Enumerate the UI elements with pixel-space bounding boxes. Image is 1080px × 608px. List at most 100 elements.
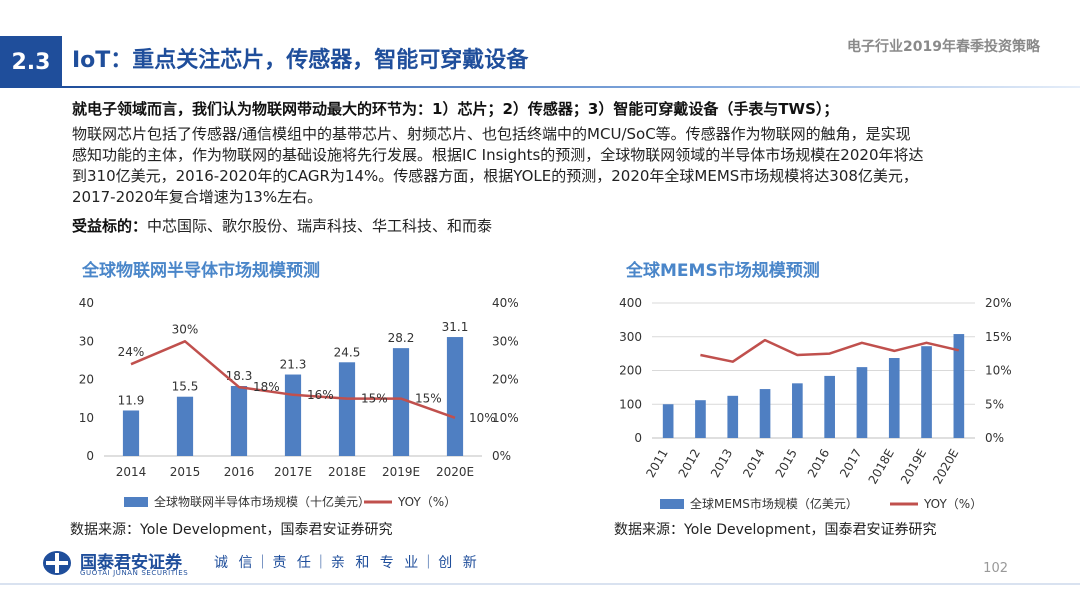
y-tick-left: 30 bbox=[79, 334, 94, 348]
footer-company-name: 国泰君安证券 bbox=[80, 553, 182, 573]
bar-value-label: 24.5 bbox=[334, 345, 361, 359]
x-tick-label: 2018E bbox=[328, 465, 366, 479]
legend-line-label: YOY（%） bbox=[923, 497, 982, 511]
x-tick-label: 2018E bbox=[866, 447, 897, 487]
paragraph-line: 感知功能的主体，作为物联网的基础设施将先行发展。根据IC Insights的预测… bbox=[72, 146, 924, 164]
benefit-stocks: 受益标的：中芯国际、歌尔股份、瑞声科技、华工科技、和而泰 bbox=[72, 215, 492, 236]
lead-statement: 就电子领域而言，我们认为物联网带动最大的环节为：1）芯片；2）传感器；3）智能可… bbox=[72, 100, 839, 118]
bar-value-label: 31.1 bbox=[442, 320, 469, 334]
y-tick-left: 400 bbox=[619, 296, 642, 310]
y-tick-left: 40 bbox=[79, 296, 94, 310]
chart-source-mems: 数据来源：Yole Development，国泰君安证券研究 bbox=[614, 522, 937, 538]
y-tick-right: 20% bbox=[985, 296, 1012, 310]
x-tick-label: 2012 bbox=[676, 447, 703, 480]
y-tick-right: 20% bbox=[492, 373, 519, 387]
x-tick-label: 2019E bbox=[382, 465, 420, 479]
bar bbox=[856, 367, 868, 438]
iot-semiconductor-chart: 0 10 20 30 40 0% 10% 20% 30% 40% 11.9 15.5 18.3 21.3 2… bbox=[79, 296, 519, 509]
legend-bar-label: 全球物联网半导体市场规模（十亿美元） bbox=[154, 494, 370, 509]
line-value-label: 24% bbox=[118, 345, 145, 359]
y-tick-right: 10% bbox=[492, 411, 519, 425]
bar-value-label: 21.3 bbox=[280, 358, 307, 372]
bar bbox=[695, 400, 706, 438]
chart-title-mems: 全球MEMS市场规模预测 bbox=[626, 261, 820, 281]
bar bbox=[662, 404, 674, 438]
x-tick-label: 2015 bbox=[170, 465, 201, 479]
bar-value-label: 15.5 bbox=[172, 380, 199, 394]
benefit-list: 中芯国际、歌尔股份、瑞声科技、华工科技、和而泰 bbox=[147, 217, 493, 235]
x-tick-label: 2017E bbox=[274, 465, 312, 479]
y-tick-left: 10 bbox=[79, 411, 94, 425]
bar bbox=[792, 383, 803, 438]
y-tick-left: 100 bbox=[619, 397, 642, 411]
y-tick-right: 30% bbox=[492, 334, 519, 348]
y-tick-left: 20 bbox=[79, 373, 94, 387]
yoy-line bbox=[130, 340, 456, 419]
x-tick-label: 2017 bbox=[837, 447, 864, 480]
y-tick-left: 200 bbox=[619, 364, 642, 378]
paragraph-line: 物联网芯片包括了传感器/通信模组中的基带芯片、射频芯片、也包括终端中的MCU/S… bbox=[72, 125, 911, 143]
footer-company-name-en: GUOTAI JUNAN SECURITIES bbox=[80, 569, 189, 577]
y-tick-right: 0% bbox=[985, 431, 1004, 445]
x-tick-label: 2016 bbox=[805, 447, 832, 480]
y-tick-left: 0 bbox=[634, 431, 642, 445]
bar bbox=[727, 395, 739, 438]
bar bbox=[446, 337, 464, 456]
x-tick-label: 2013 bbox=[708, 447, 735, 480]
header-divider bbox=[62, 86, 1080, 88]
x-tick-label: 2011 bbox=[643, 447, 670, 480]
line-value-label: 15% bbox=[361, 392, 388, 406]
x-tick-label: 2014 bbox=[740, 447, 767, 480]
bar bbox=[284, 374, 302, 456]
chart-source-iot: 数据来源：Yole Development，国泰君安证券研究 bbox=[70, 522, 393, 538]
bar-value-label: 28.2 bbox=[388, 331, 415, 345]
footer-divider bbox=[0, 583, 1080, 585]
bar bbox=[392, 348, 410, 456]
bar bbox=[953, 334, 965, 438]
y-tick-right: 0% bbox=[492, 449, 511, 463]
bar bbox=[921, 346, 932, 438]
bar bbox=[122, 410, 140, 456]
line-value-label: 10% bbox=[469, 411, 496, 425]
y-tick-left: 0 bbox=[86, 449, 94, 463]
x-tick-label: 2014 bbox=[116, 465, 147, 479]
x-tick-label: 2015 bbox=[773, 447, 800, 480]
x-tick-label: 2016 bbox=[224, 465, 255, 479]
page-number: 102 bbox=[983, 561, 1008, 576]
y-tick-right: 15% bbox=[985, 330, 1012, 344]
bar bbox=[230, 386, 248, 456]
bar-value-label: 18.3 bbox=[226, 369, 253, 383]
paragraph-line: 2017-2020年复合增速为13%左右。 bbox=[72, 188, 323, 206]
line-value-label: 30% bbox=[172, 322, 199, 336]
line-value-label: 16% bbox=[307, 388, 334, 402]
line-value-label: 18% bbox=[253, 380, 280, 394]
bar-value-label: 11.9 bbox=[118, 393, 145, 407]
bar bbox=[338, 362, 356, 456]
benefit-label: 受益标的： bbox=[72, 217, 148, 235]
bar bbox=[888, 358, 900, 438]
y-tick-right: 10% bbox=[985, 364, 1012, 378]
paragraph-line: 到310亿美元，2016-2020年的CAGR为14%。传感器方面，根据YOLE… bbox=[72, 167, 918, 185]
x-tick-label: 2020E bbox=[930, 447, 961, 487]
legend-bar-swatch bbox=[124, 497, 148, 507]
x-tick-label: 2019E bbox=[898, 447, 929, 487]
y-tick-right: 40% bbox=[492, 296, 519, 310]
section-number: 2.3 bbox=[0, 36, 62, 88]
bar bbox=[824, 375, 835, 438]
footer-motto: 诚 信｜责 任｜亲 和 专 业｜创 新 bbox=[214, 555, 480, 571]
line-value-label: 15% bbox=[415, 392, 442, 406]
legend-bar-swatch bbox=[660, 499, 684, 509]
report-name: 电子行业2019年春季投资策略 bbox=[847, 39, 1040, 55]
bar bbox=[759, 389, 771, 438]
bar bbox=[176, 396, 194, 456]
y-tick-left: 300 bbox=[619, 330, 642, 344]
company-logo-icon bbox=[43, 551, 71, 575]
page-title: IoT：重点关注芯片，传感器，智能可穿戴设备 bbox=[72, 48, 529, 73]
x-tick-label: 2020E bbox=[436, 465, 474, 479]
legend-bar-label: 全球MEMS市场规模（亿美元） bbox=[690, 496, 858, 511]
legend-line-label: YOY（%） bbox=[397, 495, 456, 509]
chart-title-iot: 全球物联网半导体市场规模预测 bbox=[82, 261, 320, 281]
yoy-line bbox=[700, 338, 960, 363]
body-paragraph: 物联网芯片包括了传感器/通信模组中的基带芯片、射频芯片、也包括终端中的MCU/S… bbox=[72, 124, 1032, 208]
